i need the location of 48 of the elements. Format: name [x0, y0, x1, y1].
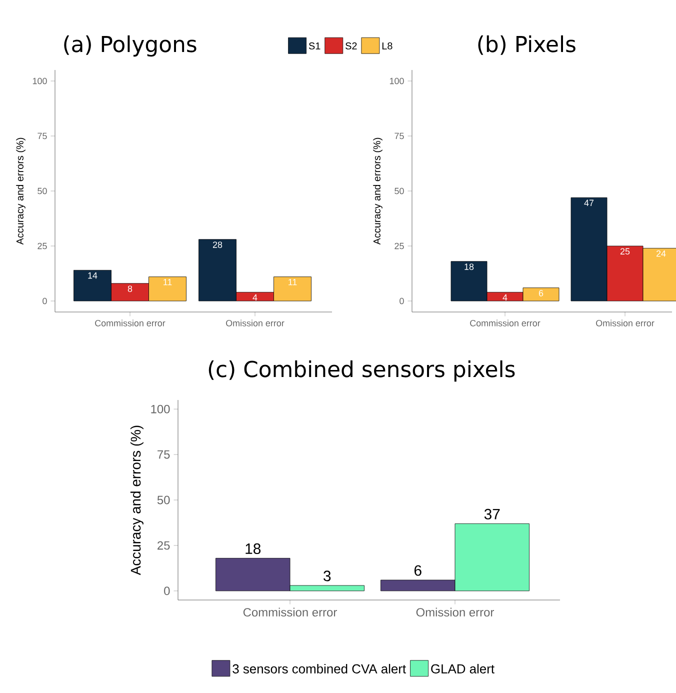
data-label: 11 — [288, 278, 297, 286]
x-tick-label: Omission error — [416, 608, 494, 617]
data-label: 47 — [584, 200, 594, 206]
chart-title: (a) Polygons — [64, 35, 196, 57]
data-label: 8 — [128, 286, 132, 292]
y-tick-label: 100 — [151, 404, 170, 414]
data-label: 11 — [164, 278, 172, 286]
y-tick-label: 0 — [164, 586, 170, 596]
chart-title: (c) Combined sensors pixels — [208, 360, 515, 382]
y-axis-title: Accuracy and errors (%) — [373, 138, 382, 245]
y-axis-title: Accuracy and errors (%) — [130, 426, 144, 576]
data-label: 18 — [464, 264, 474, 270]
legend-label: GLAD alert — [431, 664, 494, 674]
y-axis-title: Accuracy and errors (%) — [16, 138, 26, 245]
data-label: 24 — [656, 250, 666, 257]
data-label: 6 — [538, 290, 544, 296]
legend-label: L8 — [382, 42, 392, 50]
data-label: 28 — [212, 242, 222, 248]
data-label: 37 — [484, 508, 500, 520]
y-tick-label: 25 — [394, 242, 404, 250]
y-tick-label: 75 — [38, 132, 47, 140]
legend-label: S2 — [346, 42, 357, 50]
y-tick-label: 50 — [38, 188, 47, 194]
legend-label: 3 sensors combined CVA alert — [232, 664, 406, 674]
x-tick-label: Omission error — [226, 320, 284, 326]
data-label: 4 — [252, 294, 258, 301]
y-tick-label: 50 — [394, 188, 404, 194]
legend-label: S1 — [308, 42, 320, 50]
x-tick-label: Commission error — [470, 320, 540, 326]
data-label: 3 — [324, 570, 331, 582]
y-tick-label: 0 — [400, 298, 404, 304]
y-tick-label: 75 — [158, 450, 170, 459]
y-tick-label: 50 — [157, 496, 170, 504]
chart-title: (b) Pixels — [478, 35, 576, 55]
y-tick-label: 0 — [42, 298, 47, 304]
y-tick-label: 25 — [38, 242, 47, 250]
data-label: 25 — [620, 248, 630, 255]
x-tick-label: Commission error — [243, 608, 337, 617]
data-label: 6 — [414, 565, 422, 576]
data-label: 18 — [246, 543, 261, 554]
y-tick-label: 100 — [390, 78, 404, 84]
x-tick-label: Commission error — [95, 320, 166, 326]
y-tick-label: 25 — [158, 541, 170, 550]
x-tick-label: Omission error — [596, 320, 654, 326]
y-tick-label: 100 — [32, 78, 47, 84]
data-label: 4 — [502, 294, 508, 301]
data-label: 14 — [88, 272, 98, 279]
y-tick-label: 75 — [394, 132, 404, 140]
